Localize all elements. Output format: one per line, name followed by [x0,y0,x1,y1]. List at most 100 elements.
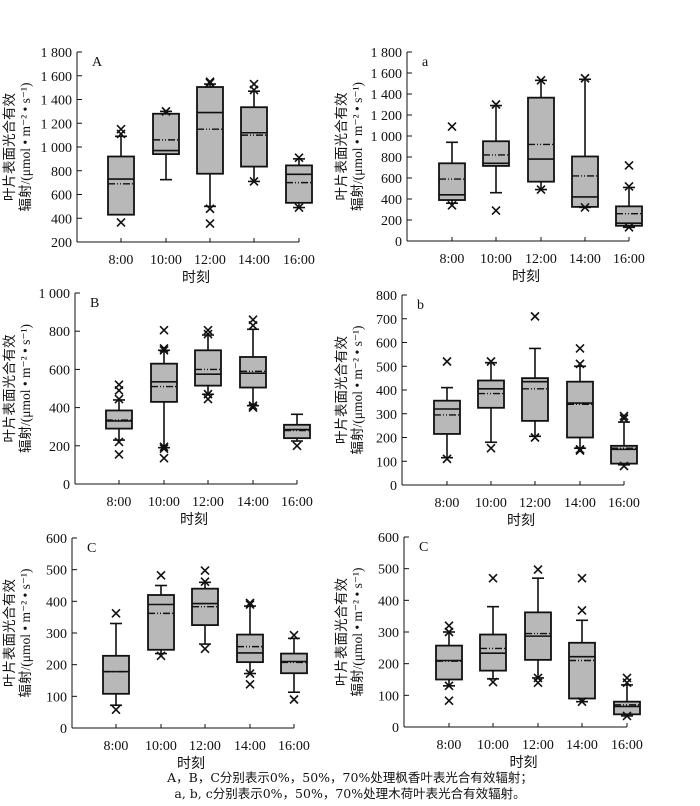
outlier-stroke [575,445,585,456]
outlier-stroke [294,153,304,163]
y-tick-label: 100 [378,689,399,704]
box-8:00 [105,380,133,459]
box-8:00 [438,121,466,210]
box-12:00 [527,75,555,195]
outlier-marker [575,445,585,456]
outlier-marker [533,678,543,688]
y-tick-label: 700 [376,313,397,328]
box-iqr [152,112,180,156]
x-axis-label: 时刻 [510,755,538,771]
y-tick-label: 1 400 [371,88,403,103]
box-iqr [239,356,267,389]
outlier-stroke [114,385,124,395]
outlier-marker [488,677,498,687]
y-tick-label: 200 [51,236,72,251]
x-tick-label: 12:00 [525,252,557,267]
outlier-marker [624,181,634,191]
outlier-stroke [536,184,546,195]
y-tick-label: 1 000 [39,287,71,302]
outlier-marker [205,78,215,88]
box-iqr [615,205,643,227]
outlier-marker [575,359,585,369]
box-14:00 [571,73,599,212]
y-tick-label: 400 [376,384,397,399]
box-iqr [482,140,510,167]
outlier-marker [491,99,501,110]
outlier-stroke [486,356,496,367]
outlier-stroke [200,577,210,587]
outlier-marker [444,696,454,706]
outlier-stroke [248,401,258,411]
box-iqr [433,399,461,435]
outlier-marker [530,311,540,321]
outlier-marker [203,325,213,335]
outlier-stroke [577,697,587,707]
outlier-marker [156,651,166,661]
caption-line-1: A，B，C分别表示0%，50%，70%处理枫香叶表光合有效辐射； [167,770,533,785]
outlier-marker [161,106,171,116]
x-tick-label: 10:00 [480,252,512,267]
outlier-stroke [245,599,255,610]
x-axis-label: 时刻 [182,270,210,286]
box-16:00 [615,160,643,232]
y-axis-label: 叶片表面光合有效 [334,92,349,200]
y-tick-label: 400 [378,594,399,609]
x-tick-label: 12:00 [522,738,554,753]
outlier-stroke [245,598,255,608]
outlier-stroke [205,219,215,229]
outlier-stroke [289,630,299,640]
outlier-marker [114,394,124,404]
y-tick-label: 800 [49,325,70,340]
y-tick-label: 0 [390,479,397,494]
x-tick-label: 10:00 [477,738,509,753]
box-iqr [147,594,175,651]
outlier-marker [486,443,496,453]
outlier-marker [619,413,629,424]
box-iqr [566,380,594,439]
outlier-stroke [530,311,540,321]
outlier-stroke [248,320,258,331]
box-12:00 [521,311,549,443]
outlier-stroke [116,129,126,139]
outlier-stroke [205,204,215,214]
outlier-stroke [447,121,457,132]
x-tick-label: 14:00 [569,252,601,267]
outlier-stroke [159,345,169,355]
outlier-stroke [444,627,454,637]
y-axis-label: 叶片表面光合有效 [2,334,17,442]
y-tick-label: 0 [63,478,70,493]
box-10:00 [482,99,510,216]
x-tick-label: 8:00 [104,739,129,754]
box-14:00 [566,343,594,456]
outlier-stroke [116,217,126,227]
outlier-stroke [156,651,166,661]
outlier-stroke [245,668,255,679]
box-12:00 [191,566,219,654]
outlier-marker [159,442,169,452]
outlier-marker [159,453,169,463]
x-tick-label: 14:00 [234,739,266,754]
outlier-marker [442,454,452,464]
outlier-stroke [200,644,210,654]
outlier-marker [292,441,302,451]
outlier-stroke [575,359,585,369]
box-iqr [610,444,638,465]
outlier-marker [619,411,629,421]
outlier-marker [533,565,543,575]
y-tick-label: 200 [378,658,399,673]
outlier-stroke [203,325,213,335]
y-axis-label: 辐射/(μmol • m⁻² • s⁻¹) [18,324,33,453]
outlier-marker [159,345,169,355]
outlier-marker [294,153,304,163]
outlier-stroke [577,605,587,616]
outlier-stroke [444,681,454,691]
outlier-marker [205,77,215,87]
y-tick-label: 600 [49,363,70,378]
outlier-marker [249,176,259,187]
x-tick-label: 12:00 [194,253,226,268]
outlier-stroke [580,202,590,212]
x-tick-label: 12:00 [519,496,551,511]
outlier-marker [200,566,210,576]
outlier-marker [116,129,126,139]
